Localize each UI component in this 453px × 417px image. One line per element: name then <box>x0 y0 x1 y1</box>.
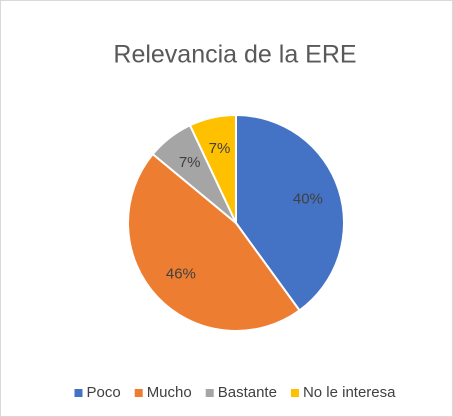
pie-slice <box>127 152 301 332</box>
legend-label: No le interesa <box>303 384 396 401</box>
data-label: 46% <box>166 266 196 283</box>
pie-slice <box>188 113 237 224</box>
legend-swatch <box>205 389 214 397</box>
legend-swatch <box>290 389 299 397</box>
chart-title: Relevancia de la ERE <box>113 41 356 69</box>
legend-swatch <box>74 389 83 397</box>
legend-swatch <box>134 389 143 397</box>
data-label: 7% <box>209 140 231 157</box>
legend-label: Poco <box>86 384 120 401</box>
data-label: 40% <box>293 191 323 208</box>
legend-label: Mucho <box>147 384 192 401</box>
data-label: 7% <box>179 154 201 171</box>
legend-label: Bastante <box>218 384 277 401</box>
pie-slice <box>235 113 345 312</box>
